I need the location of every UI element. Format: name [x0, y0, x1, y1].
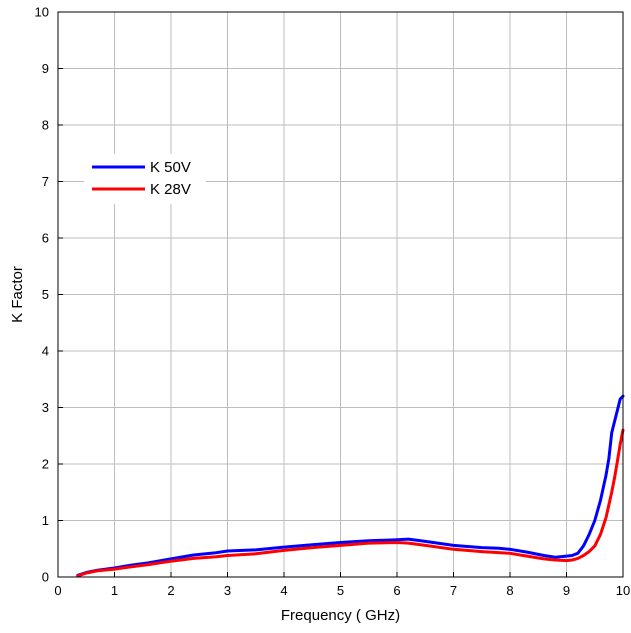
- legend: K 50V K 28V: [84, 154, 206, 204]
- x-tick-label: 5: [337, 583, 344, 598]
- y-tick-label: 7: [42, 174, 49, 189]
- legend-label-k-28v: K 28V: [150, 181, 191, 198]
- y-tick-label: 8: [42, 118, 49, 133]
- y-tick-label: 5: [42, 287, 49, 302]
- x-tick-label: 9: [563, 583, 570, 598]
- x-tick-label: 3: [224, 583, 231, 598]
- y-tick-label: 4: [42, 344, 49, 359]
- x-tick-label: 1: [111, 583, 118, 598]
- y-tick-label: 2: [42, 457, 49, 472]
- series-lines: [76, 394, 625, 578]
- axis-ticks: 0 1 2 3 4 5 6 7 8 9 10 0 1 2 3 4 5 6 7 8 9 10: [35, 5, 631, 599]
- y-tick-label: 10: [35, 5, 49, 20]
- y-tick-label: 9: [42, 61, 49, 76]
- legend-label-k-50v: K 50V: [150, 159, 191, 176]
- y-tick-label: 3: [42, 400, 49, 415]
- x-axis-title: Frequency ( GHz): [281, 607, 400, 624]
- x-tick-label: 6: [393, 583, 400, 598]
- series-line-k-50v: [76, 394, 625, 577]
- x-tick-label: 10: [616, 583, 630, 598]
- x-tick-label: 2: [167, 583, 174, 598]
- y-tick-label: 6: [42, 231, 49, 246]
- x-tick-label: 8: [506, 583, 513, 598]
- y-axis-title: K Factor: [9, 266, 26, 323]
- y-tick-label: 0: [42, 570, 49, 585]
- x-tick-label: 7: [450, 583, 457, 598]
- x-tick-label: 0: [54, 583, 61, 598]
- y-tick-label: 1: [42, 513, 49, 528]
- series-line-k-28v: [76, 428, 625, 578]
- legend-background: [84, 154, 206, 204]
- x-tick-label: 4: [280, 583, 287, 598]
